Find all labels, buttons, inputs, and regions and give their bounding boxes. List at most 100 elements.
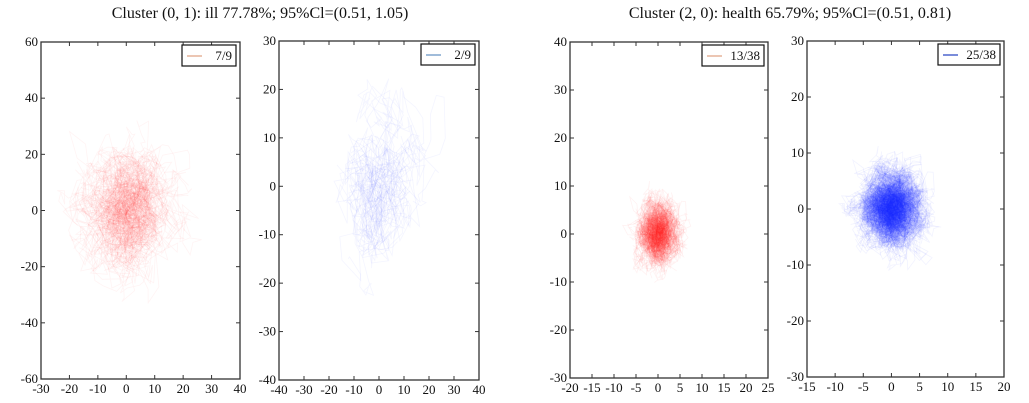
trajectory-line [355, 122, 413, 257]
trajectory-line [872, 182, 905, 262]
trajectory-line [339, 144, 400, 282]
legend-box [937, 43, 1001, 66]
trajectory-line [860, 196, 909, 239]
trajectory-line [635, 210, 672, 244]
y-tick-label: -10 [787, 257, 804, 272]
trajectory-line [860, 192, 901, 230]
trajectory-line [861, 184, 912, 216]
trajectory-line [868, 200, 902, 236]
x-tick-label: 10 [398, 382, 411, 397]
trajectory-line [88, 154, 143, 238]
trajectory-line [896, 186, 931, 255]
trajectory-line [74, 200, 147, 271]
trajectory-line [876, 183, 929, 232]
trajectory-line [861, 194, 900, 229]
trajectory-line [102, 153, 169, 232]
trajectory-line [80, 174, 140, 260]
trajectory-line [858, 196, 904, 244]
trajectory-line [640, 208, 681, 248]
trajectory-line [860, 181, 900, 228]
trajectory-line [649, 207, 677, 253]
trajectory-line [870, 185, 908, 239]
trajectory-line [865, 190, 899, 233]
trajectory-line [845, 160, 887, 239]
trajectory-line [636, 210, 664, 253]
trajectory-line [864, 186, 907, 227]
trajectory-line [650, 204, 668, 283]
trajectory-line [881, 176, 921, 223]
trajectory-line [654, 233, 678, 273]
trajectory-line [91, 195, 155, 270]
trajectory-line [644, 220, 664, 266]
x-tick-label: 15 [718, 380, 731, 395]
trajectory-line [349, 185, 403, 259]
trajectory-line [862, 184, 909, 217]
trajectory-line [642, 217, 668, 258]
trajectory-line [853, 182, 910, 220]
trajectory-line [866, 196, 897, 249]
trajectory-line [881, 194, 919, 249]
trajectory-line [872, 184, 917, 232]
trajectory-line [108, 207, 202, 267]
trajectory-line [657, 212, 683, 250]
trajectory-line [640, 203, 668, 260]
trajectory-line [871, 195, 919, 228]
subplot-1: -40 -30 -20 -10 0 10 20 30 40 -40 -30 -20 -10 0 10 20 30… [259, 33, 486, 397]
trajectory-line [881, 178, 924, 223]
trajectory-line [870, 184, 915, 224]
trajectory-line [645, 195, 671, 245]
trajectory-line [889, 189, 926, 242]
trajectory-line [878, 157, 907, 218]
trajectory-line [345, 162, 392, 253]
trajectory-line [854, 197, 907, 245]
trajectory-line [648, 206, 679, 264]
trajectory-line [72, 175, 139, 275]
trajectory-line [80, 176, 156, 272]
trajectory-line [69, 187, 148, 273]
trajectory-line [646, 218, 678, 249]
trajectory-line [98, 151, 159, 226]
x-tick-label: 10 [148, 381, 161, 396]
trajectory-line [647, 226, 677, 261]
trajectory-line [862, 170, 904, 229]
y-tick-label: -60 [21, 371, 38, 386]
trajectory-line [887, 163, 935, 241]
trajectory-line [115, 209, 163, 279]
trajectory-line [626, 217, 679, 267]
trajectory-line [651, 199, 673, 263]
trajectory-line [863, 190, 894, 245]
trajectory-line [860, 188, 916, 237]
trajectory-line [872, 189, 904, 229]
trajectory-line [884, 187, 922, 235]
trajectory-line [637, 208, 676, 238]
x-tick-label: 20 [423, 382, 436, 397]
trajectory-line [873, 174, 904, 219]
trajectory-line [367, 143, 423, 211]
x-tick-label: 30 [448, 382, 461, 397]
trajectory-line [658, 211, 677, 262]
trajectory-line [903, 189, 929, 228]
trajectory-line [650, 226, 680, 262]
trajectory-line [68, 130, 144, 232]
legend-box [181, 44, 237, 67]
trajectory-line [81, 175, 166, 242]
trajectory-line [874, 176, 913, 248]
trajectory-line [653, 223, 672, 267]
trajectory-line [858, 175, 907, 226]
trajectory-line [865, 193, 900, 234]
y-tick-label: 10 [263, 130, 276, 145]
axes-frame [569, 41, 769, 379]
trajectory-line [636, 213, 679, 260]
trajectory-line [863, 185, 905, 221]
trajectory-line [363, 133, 420, 242]
trajectory-line [862, 173, 885, 225]
trajectory-line [96, 120, 158, 243]
trajectory-line [641, 208, 673, 253]
trajectory-line [646, 221, 684, 272]
trajectory-line [869, 163, 910, 216]
trajectory-line [861, 187, 907, 233]
trajectory-line [884, 171, 918, 248]
trajectory-line [648, 213, 677, 257]
trajectory-line [658, 222, 688, 256]
trajectory-line [86, 200, 166, 248]
